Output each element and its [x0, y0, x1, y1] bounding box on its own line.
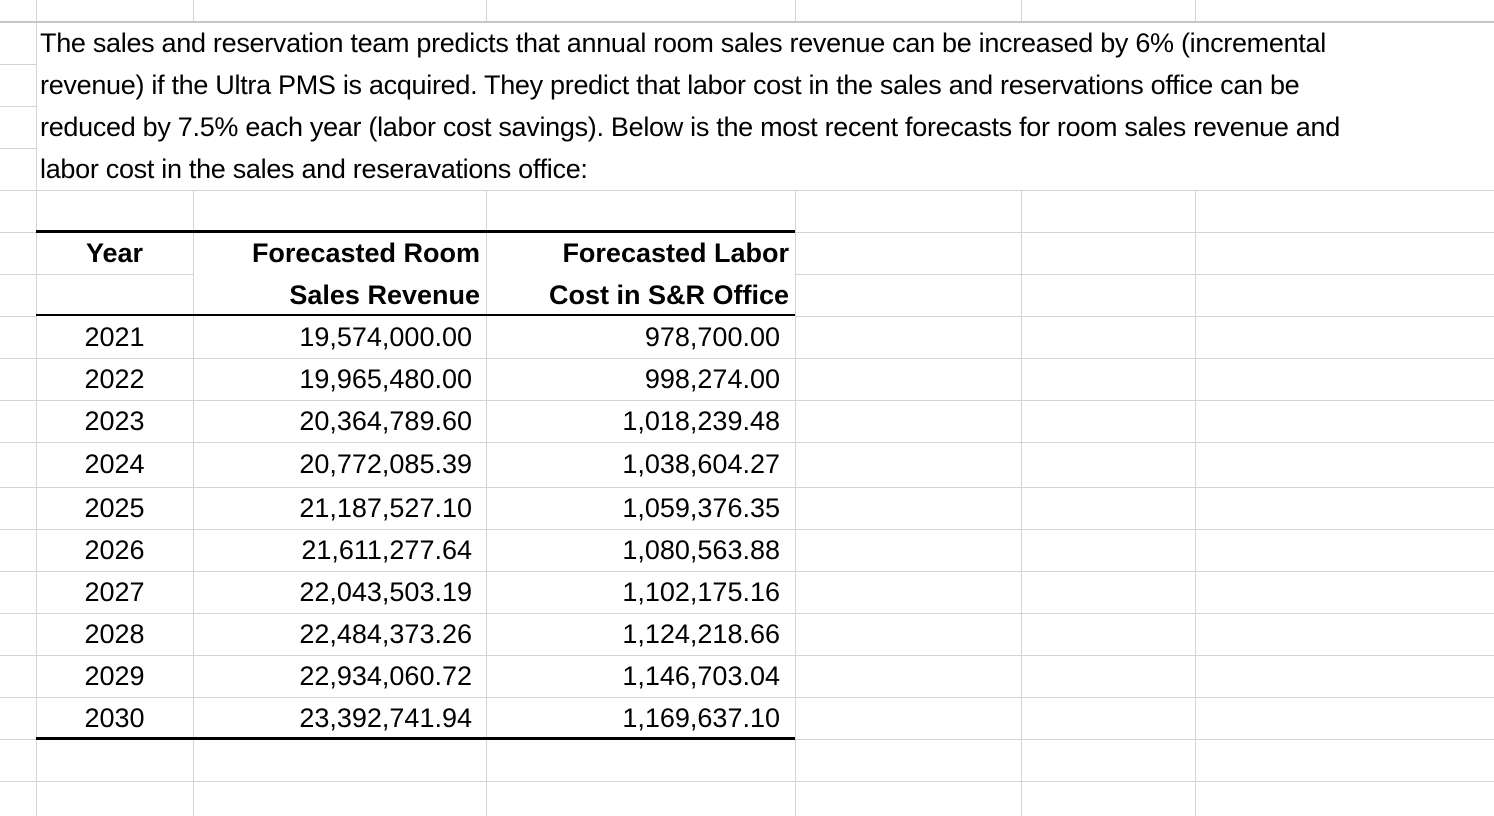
cell-revenue[interactable]: 19,574,000.00: [299, 321, 472, 352]
cell-year[interactable]: 2030: [84, 702, 145, 733]
gridline-h: [0, 739, 36, 740]
header-year[interactable]: Year: [85, 237, 144, 268]
header-revenue-line2[interactable]: Sales Revenue: [289, 279, 480, 310]
cell-year[interactable]: 2023: [84, 405, 145, 436]
cell-labor[interactable]: 1,059,376.35: [622, 492, 780, 523]
table-border-header-bottom: [36, 313, 795, 316]
gridline-v: [795, 0, 796, 22]
cell-labor[interactable]: 1,169,637.10: [622, 702, 780, 733]
gridline-h: [0, 358, 1494, 359]
header-revenue-line1[interactable]: Forecasted Room: [251, 237, 480, 268]
table-row: 2029 22,934,060.72 1,146,703.04: [0, 655, 795, 697]
cell-year[interactable]: 2026: [84, 534, 145, 565]
cell-labor[interactable]: 978,700.00: [644, 321, 780, 352]
gridline-v: [795, 190, 796, 816]
gridline-v: [193, 0, 194, 22]
cell-revenue[interactable]: 20,364,789.60: [299, 405, 472, 436]
cell-revenue[interactable]: 22,934,060.72: [299, 660, 472, 691]
gridline-h: [0, 571, 1494, 572]
gridline-v: [1021, 0, 1022, 22]
cell-year[interactable]: 2028: [84, 618, 145, 649]
table-border-bottom: [36, 737, 795, 740]
table-row: 2027 22,043,503.19 1,102,175.16: [0, 571, 795, 613]
cell-year[interactable]: 2022: [84, 363, 145, 394]
paragraph-line[interactable]: reduced by 7.5% each year (labor cost sa…: [40, 111, 1340, 142]
gridline-h: [795, 739, 1494, 740]
table-border-top: [36, 230, 795, 233]
gridline-h: [0, 274, 193, 275]
table-row: 2030 23,392,741.94 1,169,637.10: [0, 697, 795, 739]
cell-year[interactable]: 2025: [84, 492, 145, 523]
cell-year[interactable]: 2027: [84, 576, 145, 607]
gridline-h: [0, 400, 1494, 401]
header-labor-line2[interactable]: Cost in S&R Office: [548, 279, 789, 310]
gridline-h: [0, 613, 1494, 614]
paragraph-line[interactable]: revenue) if the Ultra PMS is acquired. T…: [40, 69, 1300, 100]
cell-labor[interactable]: 1,146,703.04: [622, 660, 780, 691]
gridline-h: [0, 781, 1494, 782]
cell-year[interactable]: 2029: [84, 660, 145, 691]
gridline-h: [0, 148, 36, 149]
table-row: 2023 20,364,789.60 1,018,239.48: [0, 400, 795, 442]
paragraph-line[interactable]: labor cost in the sales and reseravation…: [40, 153, 588, 184]
paragraph-line[interactable]: The sales and reservation team predicts …: [40, 27, 1326, 58]
table-row: 2025 21,187,527.10 1,059,376.35: [0, 487, 795, 529]
description-paragraph: The sales and reservation team predicts …: [40, 22, 1494, 190]
table-row: 2024 20,772,085.39 1,038,604.27: [0, 442, 795, 487]
gridline-h: [795, 274, 1494, 275]
gridline-h: [0, 316, 36, 317]
gridline-h: [0, 106, 36, 107]
gridline-h: [795, 316, 1494, 317]
cell-revenue[interactable]: 22,484,373.26: [299, 618, 472, 649]
gridline-h: [0, 529, 1494, 530]
gridline-h: [0, 190, 1494, 191]
gridline-h: [0, 655, 1494, 656]
cell-year[interactable]: 2024: [84, 449, 145, 479]
cell-year[interactable]: 2021: [84, 321, 145, 352]
gridline-h: [0, 487, 1494, 488]
cell-labor[interactable]: 1,080,563.88: [622, 534, 780, 565]
gridline-h: [0, 21, 1494, 23]
table-row: 2021 19,574,000.00 978,700.00: [0, 316, 795, 358]
table-row: 2022 19,965,480.00 998,274.00: [0, 358, 795, 400]
gridline-h: [795, 232, 1494, 233]
cell-labor[interactable]: 998,274.00: [644, 363, 780, 394]
cell-revenue[interactable]: 21,611,277.64: [301, 534, 472, 565]
gridline-v: [1195, 0, 1196, 22]
gridline-h: [0, 697, 1494, 698]
gridline-v: [486, 190, 487, 816]
gridline-h: [0, 232, 36, 233]
cell-labor[interactable]: 1,018,239.48: [622, 405, 780, 436]
cell-revenue[interactable]: 22,043,503.19: [299, 576, 472, 607]
cell-revenue[interactable]: 23,392,741.94: [299, 702, 472, 733]
table-row: 2028 22,484,373.26 1,124,218.66: [0, 613, 795, 655]
gridline-v: [1021, 190, 1022, 816]
header-labor-line1[interactable]: Forecasted Labor: [562, 237, 789, 268]
table-row: 2026 21,611,277.64 1,080,563.88: [0, 529, 795, 571]
cell-revenue[interactable]: 20,772,085.39: [299, 449, 472, 479]
gridline-h: [0, 442, 1494, 443]
gridline-h: [0, 64, 36, 65]
gridline-v: [36, 0, 37, 816]
cell-labor[interactable]: 1,102,175.16: [622, 576, 780, 607]
gridline-v: [486, 0, 487, 22]
gridline-v: [1195, 190, 1196, 816]
cell-revenue[interactable]: 19,965,480.00: [299, 363, 472, 394]
gridline-v: [193, 190, 194, 816]
cell-labor[interactable]: 1,124,218.66: [622, 618, 780, 649]
cell-labor[interactable]: 1,038,604.27: [622, 449, 780, 479]
cell-revenue[interactable]: 21,187,527.10: [299, 492, 472, 523]
